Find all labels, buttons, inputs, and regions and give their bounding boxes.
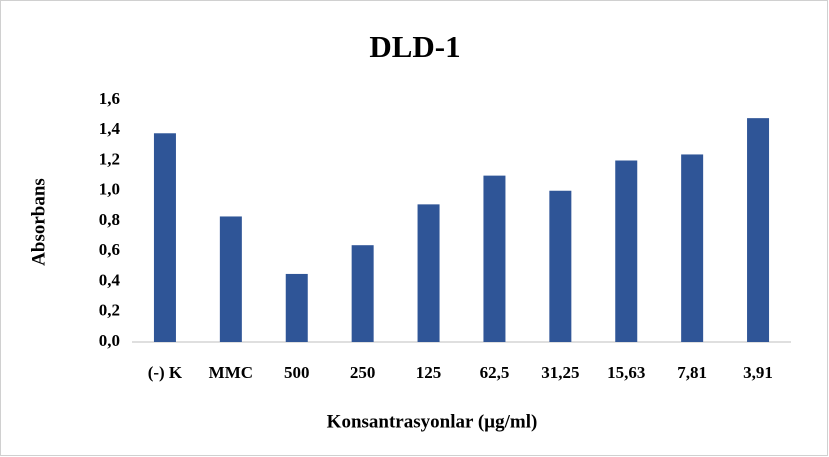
x-tick-label: 62,5: [480, 363, 510, 382]
y-tick-label: 1,4: [99, 119, 121, 138]
bar: [351, 245, 374, 342]
bar: [747, 118, 770, 343]
x-tick-label: 31,25: [541, 363, 579, 382]
x-tick-label: MMC: [209, 363, 253, 382]
y-tick-label: 1,0: [99, 180, 120, 199]
x-axis-label: Konsantrasyonlar (µg/ml): [327, 411, 538, 432]
bar: [681, 154, 704, 342]
x-tick-label: 15,63: [607, 363, 645, 382]
x-tick-label: 500: [284, 363, 310, 382]
bar: [285, 273, 308, 342]
y-tick-label: 0,6: [99, 240, 120, 259]
chart-title: DLD-1: [369, 29, 460, 64]
y-tick-label: 0,2: [99, 301, 120, 320]
bar: [153, 133, 176, 342]
x-tick-label: 7,81: [677, 363, 707, 382]
bar: [483, 175, 506, 342]
y-tick-label: 1,6: [99, 89, 120, 108]
bar: [615, 160, 638, 342]
y-tick-label: 1,2: [99, 149, 120, 168]
x-tick-label: (-) K: [148, 363, 183, 382]
x-tick-label: 125: [416, 363, 442, 382]
y-tick-label: 0,0: [99, 331, 120, 350]
x-tick-label: 250: [350, 363, 376, 382]
y-tick-label: 0,8: [99, 210, 120, 229]
bar: [219, 216, 242, 342]
bar: [549, 190, 572, 342]
y-tick-label: 0,4: [99, 270, 121, 289]
bar: [417, 204, 440, 342]
x-tick-label: 3,91: [743, 363, 773, 382]
y-axis-label: Absorbans: [28, 178, 49, 266]
